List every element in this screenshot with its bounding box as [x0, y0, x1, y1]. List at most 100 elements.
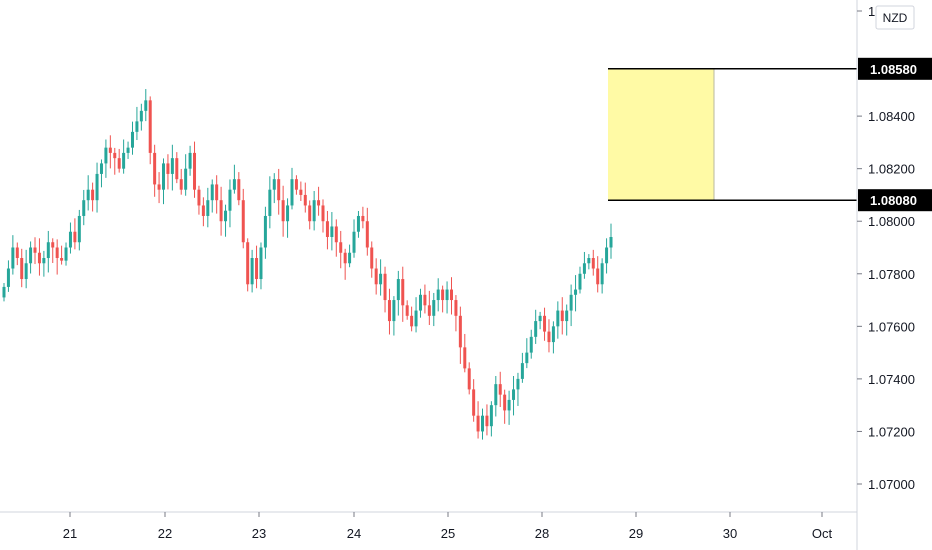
candle-down	[91, 189, 95, 201]
candle-up	[556, 310, 560, 327]
candle-down	[339, 242, 343, 253]
candle-up	[263, 215, 267, 248]
candle-down	[427, 305, 431, 316]
candle-up	[139, 110, 143, 122]
candle-up	[2, 286, 6, 298]
candle-up	[206, 200, 210, 216]
candle-up	[534, 321, 538, 337]
candle-up	[529, 336, 533, 353]
candle-up	[184, 168, 188, 190]
time-axis[interactable]: 21 22 23 24 25 28 29 30 Oct	[63, 512, 833, 541]
candle-down	[277, 179, 281, 201]
candle-down	[51, 242, 55, 248]
price-tags: 1.08580 1.08080	[858, 57, 932, 212]
price-axis[interactable]: 1.088001.084001.082001.080001.078001.076…	[857, 4, 915, 492]
candle-up	[77, 215, 81, 243]
currency-badge[interactable]: NZD	[875, 5, 915, 30]
candle-down	[454, 300, 458, 316]
candle-up	[512, 389, 516, 400]
candle-up	[312, 200, 316, 222]
candle-down	[467, 368, 471, 390]
candle-up	[64, 247, 68, 261]
candle-up	[489, 405, 493, 427]
candle-down	[241, 200, 245, 243]
candle-down	[547, 331, 551, 343]
candle-up	[99, 163, 103, 174]
price-tag-box	[858, 57, 932, 80]
candle-up	[259, 247, 263, 280]
candle-up	[600, 263, 604, 285]
candle-down	[365, 221, 369, 248]
candle-down	[117, 158, 121, 169]
candle-down	[423, 294, 427, 306]
candle-down	[472, 389, 476, 416]
candle-up	[418, 294, 422, 311]
candle-up	[494, 384, 498, 406]
candle-up	[135, 121, 139, 132]
price-tick-label: 1.08000	[868, 214, 915, 229]
candle-up	[396, 279, 400, 301]
candle-down	[325, 221, 329, 237]
candle-up	[46, 242, 50, 259]
candle-up	[228, 189, 232, 211]
candle-down	[387, 300, 391, 322]
candle-up	[130, 131, 134, 148]
candle-down	[476, 415, 480, 432]
currency-badge-box	[875, 5, 915, 30]
candle-down	[343, 252, 347, 264]
candle-down	[148, 100, 152, 153]
candle-down	[157, 184, 161, 190]
candle-up	[104, 147, 108, 164]
candle-up	[582, 263, 586, 274]
candle-up	[481, 415, 485, 432]
candle-down	[201, 205, 205, 216]
candle-up	[24, 263, 28, 280]
candle-down	[405, 305, 409, 316]
candle-up	[126, 147, 130, 153]
candle-down	[374, 268, 378, 285]
candle-down	[255, 258, 259, 280]
candle-down	[449, 289, 453, 301]
time-tick-label: 30	[723, 526, 737, 541]
candle-up	[162, 163, 166, 190]
candle-down	[543, 315, 547, 332]
candle-up	[188, 152, 192, 169]
candle-up	[290, 179, 294, 206]
candle-down	[591, 258, 595, 269]
candle-up	[414, 310, 418, 327]
candle-down	[401, 279, 405, 306]
candle-down	[33, 247, 37, 253]
candle-down	[498, 384, 502, 395]
candle-up	[68, 231, 72, 248]
candle-down	[458, 315, 462, 348]
candle-down	[334, 226, 338, 243]
candle-up	[578, 273, 582, 290]
candle-up	[348, 252, 352, 264]
price-tag-label: 1.08580	[870, 62, 917, 77]
candle-up	[29, 247, 33, 264]
price-tick-label: 1.07000	[868, 477, 915, 492]
candle-up	[170, 158, 174, 174]
candle-down	[294, 179, 298, 190]
candle-up	[286, 205, 290, 222]
price-tag-box	[858, 189, 932, 212]
price-zone[interactable]	[608, 68, 857, 201]
candlestick-series	[2, 89, 613, 440]
candle-up	[605, 247, 609, 264]
candle-up	[272, 179, 276, 190]
time-tick-label: 24	[347, 526, 361, 541]
candle-down	[219, 200, 223, 222]
time-tick-label: 21	[63, 526, 77, 541]
candle-down	[303, 194, 307, 206]
candle-down	[153, 152, 157, 185]
candle-down	[463, 347, 467, 369]
candle-down	[179, 179, 183, 190]
candle-up	[250, 258, 254, 285]
zone-rectangle[interactable]	[608, 68, 714, 201]
currency-label: NZD	[883, 11, 908, 25]
candle-down	[15, 247, 19, 259]
candle-down	[370, 247, 374, 269]
price-tick-label: 1.07800	[868, 267, 915, 282]
